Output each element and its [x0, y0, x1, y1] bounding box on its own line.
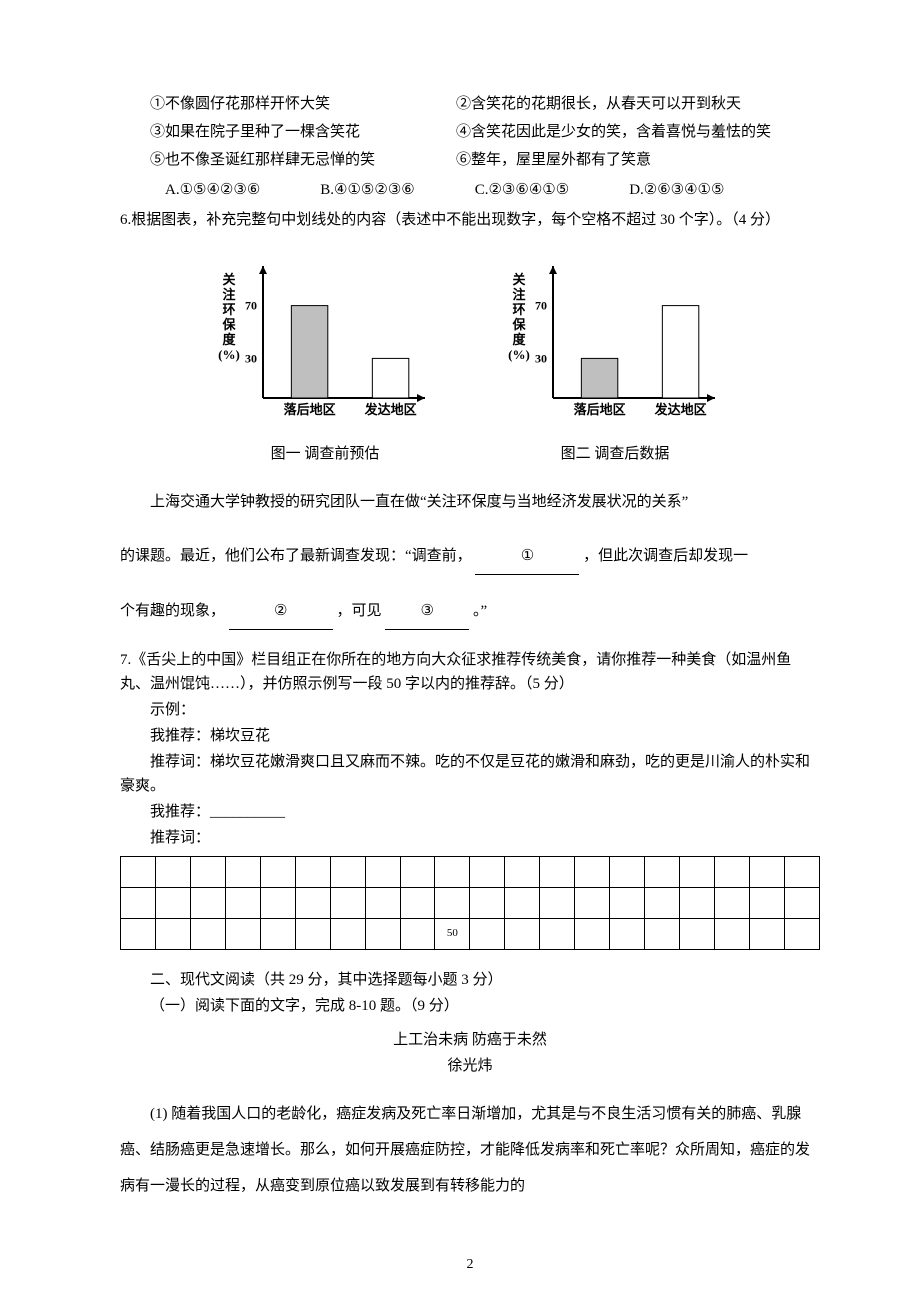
q7-blank-word-label: 推荐词：: [120, 826, 820, 850]
page: ①不像圆仔花那样开怀大笑 ②含笑花的花期很长，从春天可以开到秋天 ③如果在院子里…: [0, 0, 920, 1316]
svg-text:保: 保: [221, 317, 236, 332]
blank-2: ②: [229, 593, 333, 630]
q5-line-5: ⑤也不像圣诞红那样肆无忌惮的笑: [120, 148, 456, 172]
svg-text:注: 注: [222, 287, 235, 302]
grid-mark-50: 50: [435, 919, 470, 950]
svg-text:落后地区: 落后地区: [284, 402, 336, 417]
q5-line-4: ④含笑花因此是少女的笑，含着喜悦与羞怯的笑: [456, 120, 771, 144]
svg-text:70: 70: [535, 299, 547, 313]
q6-passage-line2: 的课题。最近，他们公布了最新调查发现：“调查前， ① ，但此次调查后却发现一: [120, 538, 820, 575]
q5-option-d: D.②⑥③④①⑤: [629, 178, 724, 202]
svg-text:关: 关: [512, 272, 525, 287]
chart2-caption: 图二 调查后数据: [561, 442, 670, 466]
q7-example-rec: 我推荐：梯坎豆花: [120, 724, 820, 748]
q6-passage-line1: 上海交通大学钟教授的研究团队一直在做“关注环保度与当地经济发展状况的关系”: [120, 484, 820, 520]
q6-p3c: 。”: [473, 603, 487, 619]
q6-p3b: ，可见: [337, 603, 382, 619]
q5-option-c: C.②③⑥④①⑤: [475, 178, 569, 202]
svg-text:度: 度: [512, 332, 526, 347]
svg-text:落后地区: 落后地区: [574, 402, 626, 417]
q6-p2a: 的课题。最近，他们公布了最新调查发现：“调查前，: [120, 548, 472, 564]
chart2-block: 30 70 关注环保度(%) 落后地区 发达地区 图二 调查后数据: [505, 256, 725, 466]
chart1-caption: 图一 调查前预估: [271, 442, 380, 466]
section2-header: 二、现代文阅读（共 29 分，其中选择题每小题 3 分）: [120, 968, 820, 992]
svg-text:(%): (%): [218, 347, 240, 362]
grid-row-3: 50: [121, 919, 820, 950]
article-author: 徐光炜: [120, 1054, 820, 1078]
section2-sub: （一）阅读下面的文字，完成 8-10 题。（9 分）: [120, 994, 820, 1018]
q7-blank-rec: 我推荐：__________: [120, 800, 820, 824]
q6-passage-line3: 个有趣的现象， ② ，可见 ③ 。”: [120, 593, 820, 630]
q5-option-a: A.①⑤④②③⑥: [165, 178, 260, 202]
svg-text:度: 度: [222, 332, 236, 347]
grid-row-2: [121, 888, 820, 919]
q6-prompt: 6.根据图表，补充完整句中划线处的内容（表述中不能出现数字，每个空格不超过 30…: [120, 208, 820, 232]
q7-prompt: 7.《舌尖上的中国》栏目组正在你所在的地方向大众征求推荐传统美食，请你推荐一种美…: [120, 648, 820, 696]
q5-options: A.①⑤④②③⑥ B.④①⑤②③⑥ C.②③⑥④①⑤ D.②⑥③④①⑤: [120, 178, 820, 202]
page-number: 2: [120, 1254, 820, 1276]
chart1: 30 70 关注环保度(%) 落后地区 发达地区: [215, 256, 435, 434]
svg-text:关: 关: [222, 272, 235, 287]
grid-row-1: [121, 857, 820, 888]
svg-text:环: 环: [222, 302, 235, 317]
answer-grid: 50: [120, 856, 820, 950]
svg-text:保: 保: [511, 317, 526, 332]
blank-3: ③: [385, 593, 469, 630]
svg-text:30: 30: [245, 351, 257, 365]
svg-text:发达地区: 发达地区: [654, 402, 707, 417]
q6-p3a: 个有趣的现象，: [120, 603, 225, 619]
q7-example-label: 示例：: [120, 698, 820, 722]
svg-text:注: 注: [512, 287, 525, 302]
article-title: 上工治未病 防癌于未然: [120, 1028, 820, 1052]
chart1-block: 30 70 关注环保度(%) 落后地区 发达地区 图一 调查前预估: [215, 256, 435, 466]
q5-line-6: ⑥整年，屋里屋外都有了笑意: [456, 148, 651, 172]
svg-text:70: 70: [245, 299, 257, 313]
q5-line-2: ②含笑花的花期很长，从春天可以开到秋天: [456, 92, 741, 116]
svg-text:环: 环: [512, 302, 525, 317]
article-para-1: (1) 随着我国人口的老龄化，癌症发病及死亡率日渐增加，尤其是与不良生活习惯有关…: [120, 1096, 820, 1204]
q6-p2b: ，但此次调查后却发现一: [583, 548, 748, 564]
charts-row: 3070关注环保度(%)落后地区发达地区 图一 调查前预估 3070关注环保度(…: [120, 256, 820, 466]
svg-text:(%): (%): [508, 347, 530, 362]
svg-text:30: 30: [535, 351, 547, 365]
q7-example-word: 推荐词：梯坎豆花嫩滑爽口且又麻而不辣。吃的不仅是豆花的嫩滑和麻劲，吃的更是川渝人…: [120, 750, 820, 798]
svg-text:发达地区: 发达地区: [364, 402, 417, 417]
q5-line-1: ①不像圆仔花那样开怀大笑: [120, 92, 456, 116]
blank-1: ①: [475, 538, 579, 575]
q5-option-b: B.④①⑤②③⑥: [320, 178, 414, 202]
q5-line-3: ③如果在院子里种了一棵含笑花: [120, 120, 456, 144]
q5-statements: ①不像圆仔花那样开怀大笑 ②含笑花的花期很长，从春天可以开到秋天 ③如果在院子里…: [120, 90, 820, 174]
chart2: 30 70 关注环保度(%) 落后地区 发达地区: [505, 256, 725, 434]
